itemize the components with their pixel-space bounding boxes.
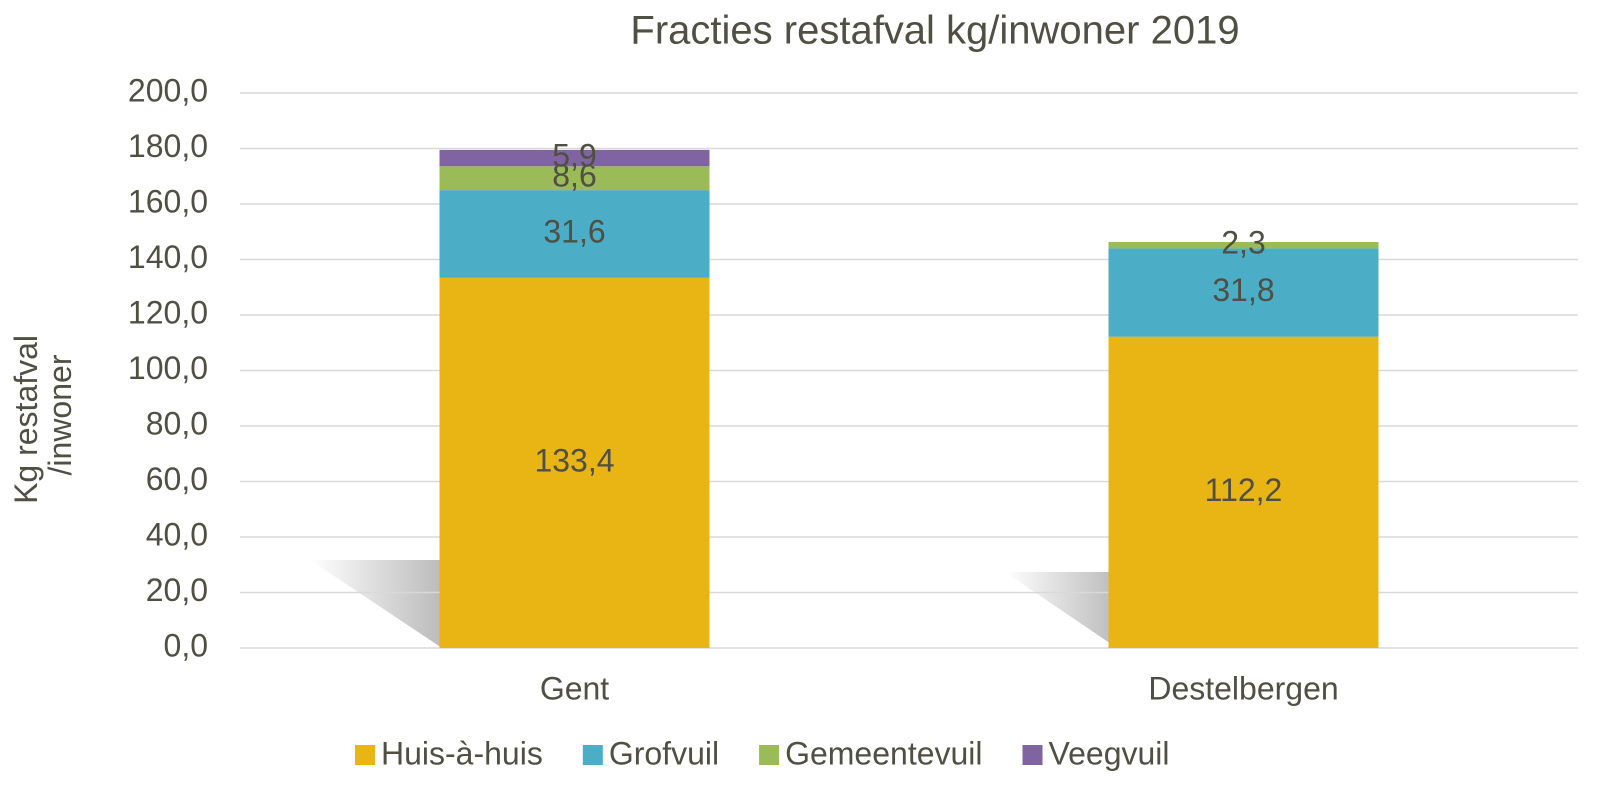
y-tick-label: 40,0 — [146, 516, 208, 552]
y-tick-label: 140,0 — [128, 239, 208, 275]
bar-segment — [439, 166, 710, 191]
x-tick-label: Destelbergen — [1148, 670, 1338, 706]
data-label: 31,8 — [1212, 272, 1274, 308]
bar-segment — [439, 149, 710, 167]
x-tick-label: Gent — [540, 670, 609, 706]
legend-swatch — [582, 745, 603, 765]
y-tick-label: 120,0 — [128, 294, 208, 330]
legend-swatch — [355, 745, 375, 765]
bar-segment — [1108, 242, 1379, 249]
legend-label: Veegvuil — [1049, 735, 1170, 771]
y-tick-label: 180,0 — [128, 128, 208, 164]
legend-swatch — [1022, 745, 1043, 765]
y-tick-label: 100,0 — [128, 350, 208, 386]
legend-label: Huis-à-huis — [381, 735, 543, 771]
bar-segment — [1108, 336, 1379, 648]
bar-segment — [1108, 248, 1379, 337]
y-tick-label: 0,0 — [164, 627, 208, 663]
y-tick-label: 60,0 — [146, 461, 208, 497]
legend-label: Grofvuil — [609, 735, 719, 771]
legend-label: Gemeentevuil — [785, 735, 982, 771]
shadow — [310, 560, 442, 648]
data-label: 31,6 — [543, 213, 605, 249]
y-axis-label: Kg restafval /inwoner — [8, 326, 78, 504]
legend-swatch — [759, 745, 780, 765]
chart-title: Fracties restafval kg/inwoner 2019 — [630, 9, 1239, 53]
shadow — [1005, 572, 1117, 648]
bar-segment — [439, 277, 710, 648]
y-tick-label: 20,0 — [146, 572, 208, 608]
y-axis-label-line: Kg restafval — [8, 335, 44, 504]
bar-segment — [439, 190, 710, 278]
y-axis-label-line: /inwoner — [42, 354, 78, 475]
data-label: 133,4 — [534, 442, 614, 478]
data-label: 2,3 — [1221, 225, 1265, 261]
data-label: 112,2 — [1205, 472, 1283, 508]
y-tick-label: 80,0 — [146, 405, 208, 441]
data-label: 5,9 — [552, 138, 596, 174]
y-tick-label: 200,0 — [128, 72, 208, 108]
y-tick-label: 160,0 — [128, 183, 208, 219]
